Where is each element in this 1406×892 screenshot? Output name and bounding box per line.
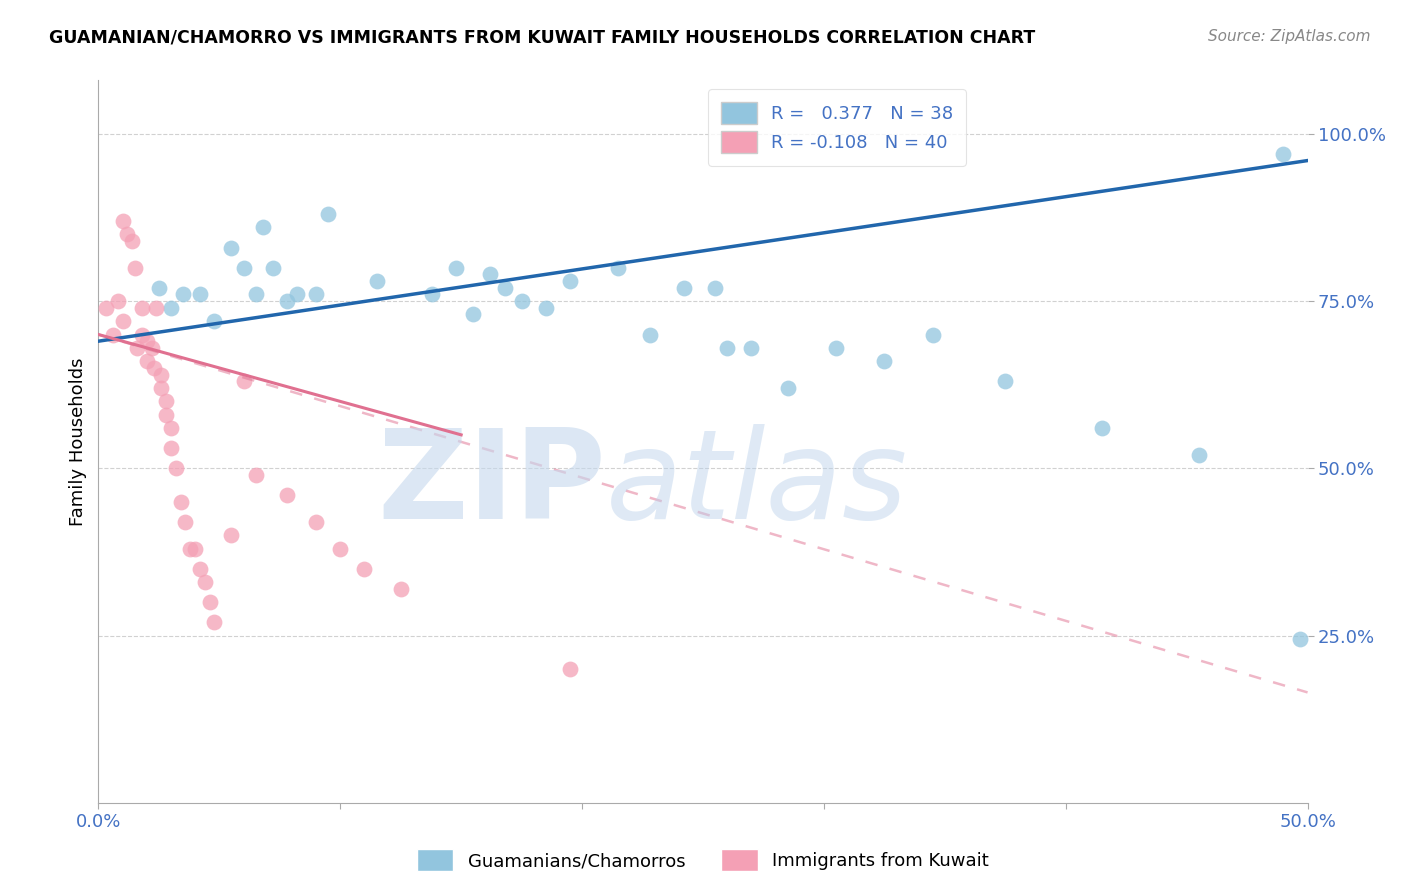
Point bbox=[479, 268, 502, 282]
Point bbox=[135, 334, 157, 349]
Point bbox=[232, 260, 254, 275]
Point bbox=[558, 274, 581, 288]
Point bbox=[221, 241, 243, 255]
Point bbox=[179, 541, 201, 556]
Point bbox=[285, 287, 308, 301]
Point bbox=[188, 562, 211, 576]
Point bbox=[184, 541, 207, 556]
Legend: Guamanians/Chamorros, Immigrants from Kuwait: Guamanians/Chamorros, Immigrants from Ku… bbox=[411, 842, 995, 879]
Point bbox=[262, 260, 284, 275]
Point bbox=[155, 408, 177, 422]
Point bbox=[510, 294, 533, 309]
Point bbox=[276, 488, 298, 502]
Point bbox=[704, 281, 727, 295]
Point bbox=[305, 515, 328, 529]
Point bbox=[276, 294, 298, 309]
Point bbox=[107, 294, 129, 309]
Text: GUAMANIAN/CHAMORRO VS IMMIGRANTS FROM KUWAIT FAMILY HOUSEHOLDS CORRELATION CHART: GUAMANIAN/CHAMORRO VS IMMIGRANTS FROM KU… bbox=[49, 29, 1035, 46]
Point bbox=[135, 354, 157, 368]
Point bbox=[155, 394, 177, 409]
Point bbox=[94, 301, 117, 315]
Point bbox=[716, 341, 738, 355]
Point bbox=[1091, 421, 1114, 435]
Point bbox=[353, 562, 375, 576]
Point bbox=[148, 281, 170, 295]
Point bbox=[252, 220, 274, 235]
Point bbox=[160, 301, 183, 315]
Point bbox=[101, 327, 124, 342]
Point bbox=[1289, 632, 1312, 646]
Point bbox=[638, 327, 661, 342]
Text: Source: ZipAtlas.com: Source: ZipAtlas.com bbox=[1208, 29, 1371, 44]
Point bbox=[174, 515, 197, 529]
Point bbox=[305, 287, 328, 301]
Text: ZIP: ZIP bbox=[378, 425, 606, 545]
Text: atlas: atlas bbox=[606, 425, 908, 545]
Point bbox=[232, 375, 254, 389]
Legend: R =   0.377   N = 38, R = -0.108   N = 40: R = 0.377 N = 38, R = -0.108 N = 40 bbox=[709, 89, 966, 166]
Point bbox=[740, 341, 762, 355]
Point bbox=[160, 421, 183, 435]
Point bbox=[145, 301, 167, 315]
Point bbox=[329, 541, 352, 556]
Point bbox=[160, 442, 183, 455]
Point bbox=[150, 368, 173, 382]
Point bbox=[1188, 448, 1211, 462]
Point bbox=[124, 260, 146, 275]
Point bbox=[204, 615, 226, 630]
Point bbox=[446, 260, 468, 275]
Point bbox=[131, 327, 153, 342]
Point bbox=[111, 214, 134, 228]
Y-axis label: Family Households: Family Households bbox=[69, 358, 87, 525]
Point bbox=[921, 327, 943, 342]
Point bbox=[141, 341, 163, 355]
Point bbox=[494, 281, 516, 295]
Point bbox=[607, 260, 630, 275]
Point bbox=[165, 461, 187, 475]
Point bbox=[117, 227, 139, 242]
Point bbox=[221, 528, 243, 542]
Point bbox=[111, 314, 134, 328]
Point bbox=[672, 281, 695, 295]
Point bbox=[245, 287, 267, 301]
Point bbox=[558, 662, 581, 676]
Point bbox=[366, 274, 388, 288]
Point bbox=[245, 467, 267, 482]
Point bbox=[188, 287, 211, 301]
Point bbox=[121, 234, 143, 248]
Point bbox=[534, 301, 557, 315]
Point bbox=[1272, 147, 1295, 161]
Point bbox=[420, 287, 443, 301]
Point bbox=[316, 207, 339, 221]
Point bbox=[131, 301, 153, 315]
Point bbox=[194, 575, 217, 590]
Point bbox=[169, 494, 191, 508]
Point bbox=[994, 375, 1017, 389]
Point bbox=[127, 341, 149, 355]
Point bbox=[198, 595, 221, 609]
Point bbox=[825, 341, 848, 355]
Point bbox=[143, 361, 166, 376]
Point bbox=[204, 314, 226, 328]
Point bbox=[389, 582, 412, 596]
Point bbox=[172, 287, 194, 301]
Point bbox=[463, 307, 485, 322]
Point bbox=[150, 381, 173, 395]
Point bbox=[873, 354, 896, 368]
Point bbox=[776, 381, 799, 395]
